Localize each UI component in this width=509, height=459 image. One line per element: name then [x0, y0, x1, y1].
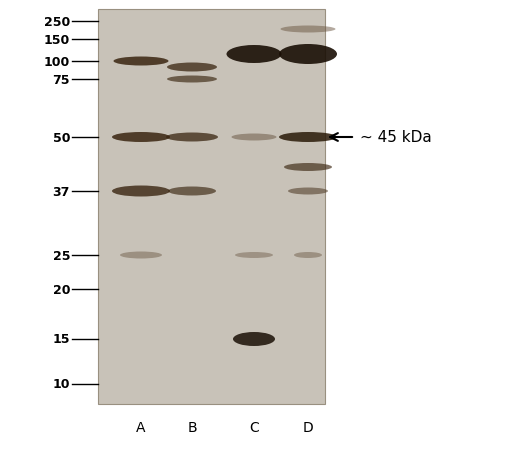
Text: 250: 250: [44, 16, 70, 28]
Ellipse shape: [166, 133, 218, 142]
Text: D: D: [303, 420, 314, 434]
Text: 20: 20: [52, 283, 70, 296]
Ellipse shape: [279, 45, 337, 65]
Ellipse shape: [288, 188, 328, 195]
Text: ~ 45 kDa: ~ 45 kDa: [360, 130, 432, 145]
Text: 25: 25: [52, 249, 70, 262]
Text: 37: 37: [52, 185, 70, 198]
Ellipse shape: [235, 252, 273, 258]
Ellipse shape: [168, 187, 216, 196]
Text: B: B: [187, 420, 197, 434]
Ellipse shape: [232, 134, 276, 141]
Ellipse shape: [167, 63, 217, 73]
Ellipse shape: [279, 133, 337, 143]
Text: 75: 75: [52, 73, 70, 86]
Ellipse shape: [114, 57, 168, 67]
Text: 10: 10: [52, 378, 70, 391]
Ellipse shape: [233, 332, 275, 346]
Ellipse shape: [167, 76, 217, 84]
Text: C: C: [249, 420, 259, 434]
Text: 150: 150: [44, 34, 70, 46]
Ellipse shape: [284, 164, 332, 172]
Text: 50: 50: [52, 131, 70, 144]
Ellipse shape: [112, 133, 170, 143]
Text: A: A: [136, 420, 146, 434]
Text: 15: 15: [52, 333, 70, 346]
Ellipse shape: [280, 27, 335, 34]
Ellipse shape: [227, 46, 281, 64]
Bar: [98, 10, 325, 404]
Text: 100: 100: [44, 56, 70, 68]
Ellipse shape: [294, 252, 322, 258]
Ellipse shape: [112, 186, 170, 197]
Ellipse shape: [120, 252, 162, 259]
